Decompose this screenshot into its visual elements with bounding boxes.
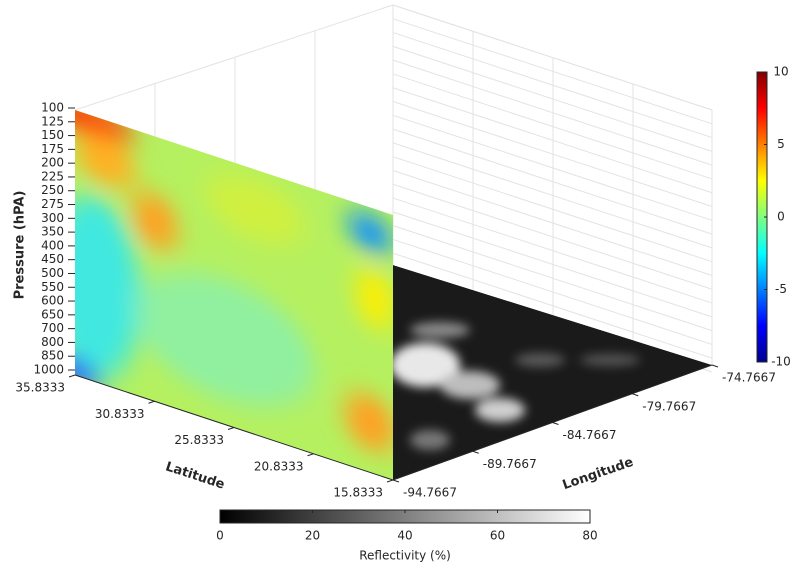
latitude-tick xyxy=(386,479,394,483)
floor-colorbar-tick-label: 0 xyxy=(216,529,224,543)
latitude-axis-label: Latitude xyxy=(164,459,227,492)
pressure-tick-label: 200 xyxy=(41,156,64,170)
pressure-tick-label: 1000 xyxy=(33,363,64,377)
colorbar-tick-label: 5 xyxy=(777,137,785,151)
longitude-tick-label: -84.7667 xyxy=(563,428,617,442)
latitude-tick xyxy=(307,453,314,457)
floor-image xyxy=(393,265,712,480)
pressure-tick-label: 400 xyxy=(41,238,64,252)
grid-line xyxy=(392,59,713,166)
latitude-tick-label: 15.8333 xyxy=(333,486,383,500)
pressure-tick-label: 100 xyxy=(41,101,64,115)
longitude-tick-label: -89.7667 xyxy=(483,457,537,471)
grid-line xyxy=(392,225,713,332)
longitude-tick xyxy=(632,393,639,397)
grid-line xyxy=(392,252,713,359)
pressure-slice xyxy=(75,110,393,480)
pressure-tick-label: 650 xyxy=(41,307,64,321)
grid-line xyxy=(392,32,713,139)
colorbar-tick-label: -10 xyxy=(771,355,791,369)
grid-line xyxy=(392,101,713,208)
longitude-tick-label: -94.7667 xyxy=(403,486,457,500)
pressure-tick-label: 450 xyxy=(41,252,64,266)
colorbar-tick-label: -5 xyxy=(775,282,787,296)
pressure-tick-label: 175 xyxy=(41,142,64,156)
grid-line xyxy=(392,73,713,180)
grid-line xyxy=(392,142,713,249)
grid-line xyxy=(392,45,713,152)
longitude-axis-label: Longitude xyxy=(561,455,636,493)
pressure-tick-label: 275 xyxy=(41,197,64,211)
latitude-tick-label: 20.8333 xyxy=(254,459,304,473)
pressure-tick-label: 300 xyxy=(41,211,64,225)
grid-line xyxy=(392,4,713,111)
floor-colorbar-label: Reflectivity (%) xyxy=(359,549,451,563)
colorbar-tick-label: 10 xyxy=(773,65,788,79)
longitude-tick xyxy=(711,364,719,368)
longitude-tick-label: -74.7667 xyxy=(722,371,776,385)
pressure-tick-label: 350 xyxy=(41,225,64,239)
pressure-tick-label: 250 xyxy=(41,183,64,197)
grid-line xyxy=(392,183,713,290)
grid-line xyxy=(392,128,713,235)
pressure-tick-label: 800 xyxy=(41,335,64,349)
pressure-tick-label: 225 xyxy=(41,169,64,183)
floor-colorbar-tick-label: 80 xyxy=(582,529,597,543)
latitude-tick xyxy=(227,427,235,430)
grid-line xyxy=(392,238,713,345)
pressure-tick-label: 500 xyxy=(41,266,64,280)
latitude-tick xyxy=(68,374,76,378)
latitude-tick xyxy=(148,400,155,404)
grid-line xyxy=(392,169,713,276)
grid-line xyxy=(392,18,713,125)
grid-line xyxy=(392,197,713,304)
pressure-tick-label: 125 xyxy=(41,114,64,128)
latitude-tick-label: 25.8333 xyxy=(174,433,224,447)
pressure-tick-label: 700 xyxy=(41,321,64,335)
longitude-tick xyxy=(472,450,479,454)
pressure-axis-label: Pressure (hPA) xyxy=(13,191,28,300)
grid-line xyxy=(392,156,713,263)
pressure-tick-label: 550 xyxy=(41,280,64,294)
longitude-tick xyxy=(552,422,559,425)
latitude-tick-label: 30.8333 xyxy=(95,407,145,421)
back-grid xyxy=(392,4,713,373)
floor-colorbar-tick-label: 40 xyxy=(397,529,412,543)
floor-colorbar-tick-label: 60 xyxy=(490,529,505,543)
longitude-tick xyxy=(392,479,400,483)
pressure-tick-label: 150 xyxy=(41,128,64,142)
longitude-tick-label: -79.7667 xyxy=(642,399,696,413)
colorbar-tick-label: 0 xyxy=(777,210,785,224)
axes: 1001251501752002252502753003504004505005… xyxy=(15,65,790,543)
pressure-tick-label: 850 xyxy=(41,349,64,363)
grid-line xyxy=(392,114,713,221)
latitude-tick-label: 35.8333 xyxy=(15,381,65,395)
floor-colorbar-tick-label: 20 xyxy=(305,529,320,543)
grid-line xyxy=(392,87,713,194)
grid-line xyxy=(392,211,713,318)
pressure-tick-label: 600 xyxy=(41,294,64,308)
